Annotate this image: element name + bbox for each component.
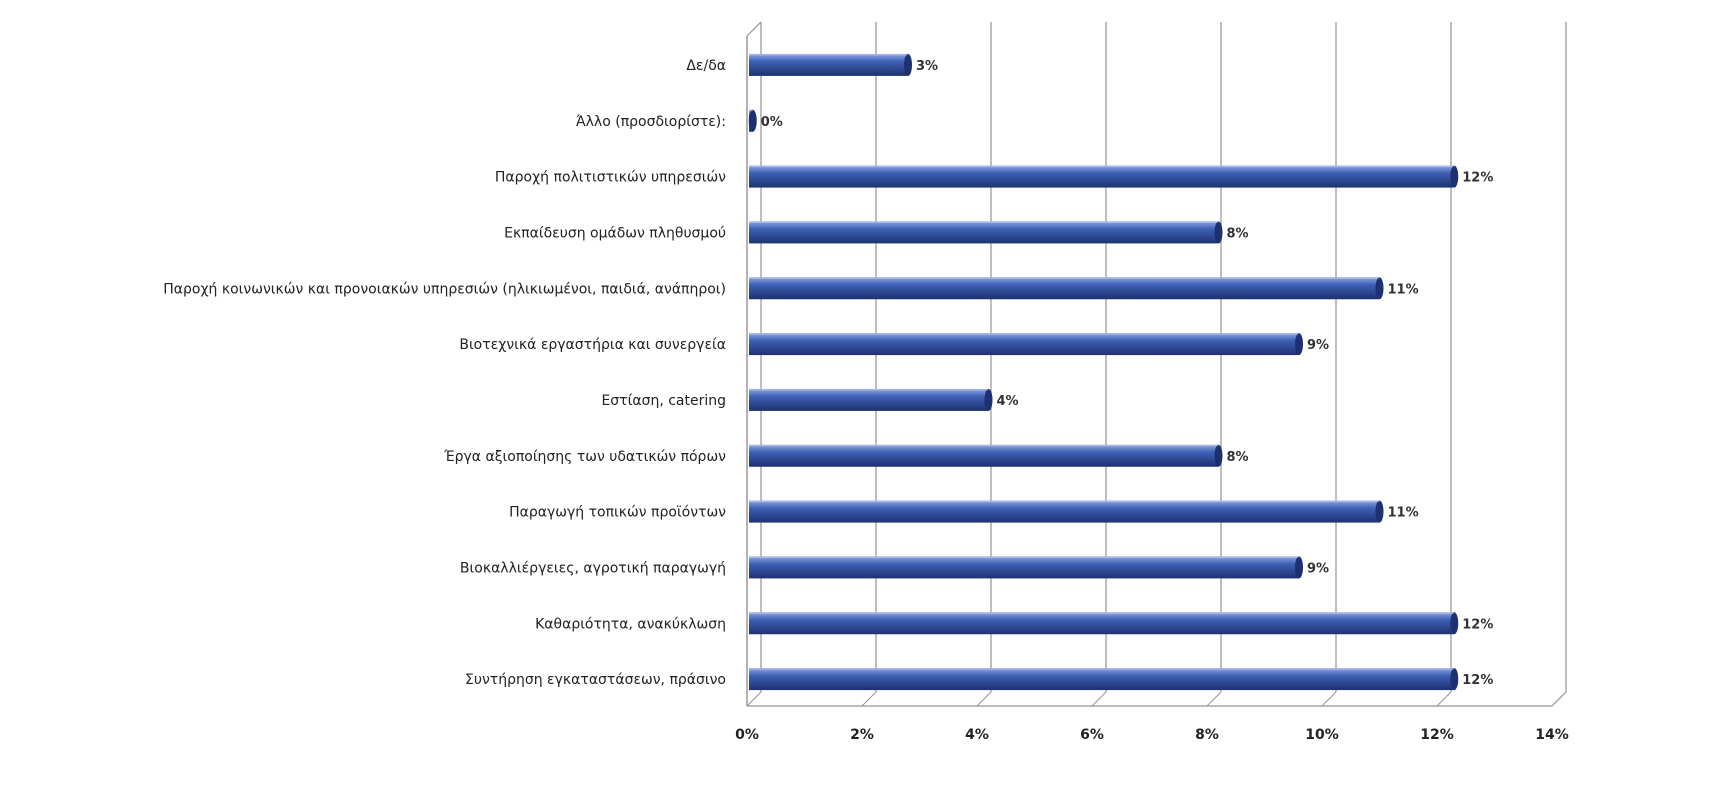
bar-body — [749, 500, 1380, 523]
bar-layer — [748, 53, 1459, 691]
category-label: Συντήρηση εγκαταστάσεων, πράσινο — [465, 672, 726, 688]
data-label: 9% — [1307, 561, 1329, 576]
x-tick-label: 0% — [735, 727, 759, 743]
bar-cap — [748, 109, 757, 132]
bar — [749, 556, 1303, 579]
floor-edge — [1551, 691, 1567, 707]
bar — [749, 53, 912, 76]
x-tick-label: 10% — [1305, 727, 1339, 743]
category-label: Έργα αξιοποίησης των υδατικών πόρων — [443, 449, 726, 465]
bar-cap — [1295, 556, 1303, 579]
bar-cap — [1375, 277, 1384, 300]
category-label: Εκπαίδευση ομάδων πληθυσμού — [504, 225, 726, 241]
bar-body — [749, 333, 1299, 356]
data-label: 8% — [1227, 450, 1249, 465]
category-label: Παροχή πολιτιστικών υπηρεσιών — [495, 170, 726, 186]
bar-cap — [1214, 444, 1223, 467]
bar-body — [749, 221, 1219, 244]
bar-body — [749, 388, 989, 411]
bar — [749, 221, 1223, 244]
bar — [749, 668, 1459, 691]
bar-cap — [1375, 500, 1384, 523]
x-tick-label: 2% — [850, 727, 874, 743]
data-label: 11% — [1388, 506, 1419, 521]
x-tick-label: 14% — [1535, 727, 1569, 743]
bar-cap — [984, 388, 993, 411]
bar — [749, 612, 1459, 635]
data-label: 9% — [1307, 338, 1329, 353]
bar-cap — [1450, 612, 1459, 635]
floor-gridline — [746, 691, 762, 707]
category-label: Βιοτεχνικά εργαστήρια και συνεργεία — [459, 337, 726, 353]
floor-gridline — [1436, 691, 1452, 707]
wall-edge — [746, 21, 762, 37]
bar — [749, 333, 1303, 356]
data-label: 0% — [761, 115, 783, 130]
bar-body — [749, 668, 1455, 691]
bar-cap — [1450, 668, 1459, 691]
floor-gridline — [1091, 691, 1107, 707]
label-layer: 0% 2% 4% 6% 8% 10% 12% 14% Δε/δα 3% Άλλο (προσδιορ… — [163, 58, 1569, 743]
data-label: 12% — [1462, 617, 1493, 632]
floor-gridline — [1206, 691, 1222, 707]
bar-body — [749, 277, 1380, 300]
bar — [749, 444, 1223, 467]
bar — [749, 165, 1459, 188]
data-label: 8% — [1227, 226, 1249, 241]
category-label: Δε/δα — [686, 58, 726, 74]
category-label: Παραγωγή τοπικών προϊόντων — [509, 505, 726, 521]
bar-cap — [904, 53, 912, 76]
data-label: 3% — [916, 59, 938, 74]
bar — [749, 500, 1384, 523]
data-label: 12% — [1462, 171, 1493, 186]
data-label: 11% — [1388, 282, 1419, 297]
bar-body — [749, 444, 1219, 467]
category-label: Καθαριότητα, ανακύκλωση — [535, 616, 726, 632]
floor-gridline — [976, 691, 992, 707]
bar-body — [749, 165, 1455, 188]
bar — [748, 109, 757, 132]
floor-gridline — [861, 691, 877, 707]
bar-body — [749, 612, 1455, 635]
category-label: Παροχή κοινωνικών και προνοιακών υπηρεσι… — [163, 281, 726, 297]
bar-cap — [1450, 165, 1459, 188]
bar-cap — [1214, 221, 1223, 244]
floor-gridline — [1321, 691, 1337, 707]
x-tick-label: 8% — [1195, 727, 1219, 743]
x-tick-label: 12% — [1420, 727, 1454, 743]
data-label: 4% — [997, 394, 1019, 409]
x-tick-label: 4% — [965, 727, 989, 743]
x-tick-label: 6% — [1080, 727, 1104, 743]
category-label: Άλλο (προσδιορίστε): — [576, 114, 726, 130]
bar-cap — [1295, 333, 1303, 356]
bar — [749, 277, 1384, 300]
category-label: Βιοκαλλιέργειες, αγροτική παραγωγή — [460, 560, 726, 576]
bar-body — [749, 556, 1299, 579]
category-label: Εστίαση, catering — [601, 393, 726, 409]
bar-body — [749, 53, 908, 76]
bar — [749, 388, 993, 411]
grid-layer — [746, 21, 1567, 707]
data-label: 12% — [1462, 673, 1493, 688]
